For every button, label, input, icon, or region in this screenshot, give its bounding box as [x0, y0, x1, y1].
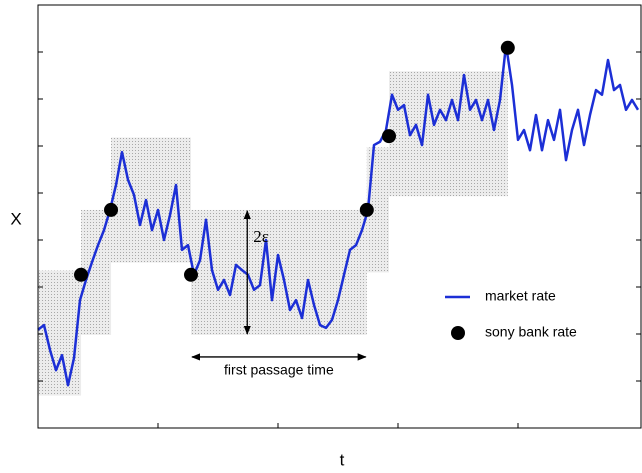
- passage-label: first passage time: [224, 362, 334, 378]
- market-rate-line: [37, 43, 640, 387]
- bank-rate-point: [74, 267, 89, 282]
- legend-swatch: [451, 326, 465, 340]
- plot-frame: [37, 4, 642, 429]
- legend-label: market rate: [485, 288, 556, 304]
- bank-rate-point: [104, 202, 119, 217]
- threshold-band: [191, 209, 367, 335]
- epsilon-label: 2ε: [253, 227, 269, 246]
- bank-rate-point: [500, 40, 515, 55]
- legend-label: sony bank rate: [485, 324, 577, 340]
- threshold-band: [38, 270, 82, 396]
- threshold-band: [389, 71, 508, 197]
- bank-rate-point: [359, 202, 374, 217]
- threshold-band: [366, 147, 389, 273]
- bank-rate-point: [382, 129, 396, 144]
- x-axis-label: t: [340, 450, 345, 469]
- bank-rate-point: [184, 267, 198, 282]
- y-axis-label: X: [10, 209, 21, 228]
